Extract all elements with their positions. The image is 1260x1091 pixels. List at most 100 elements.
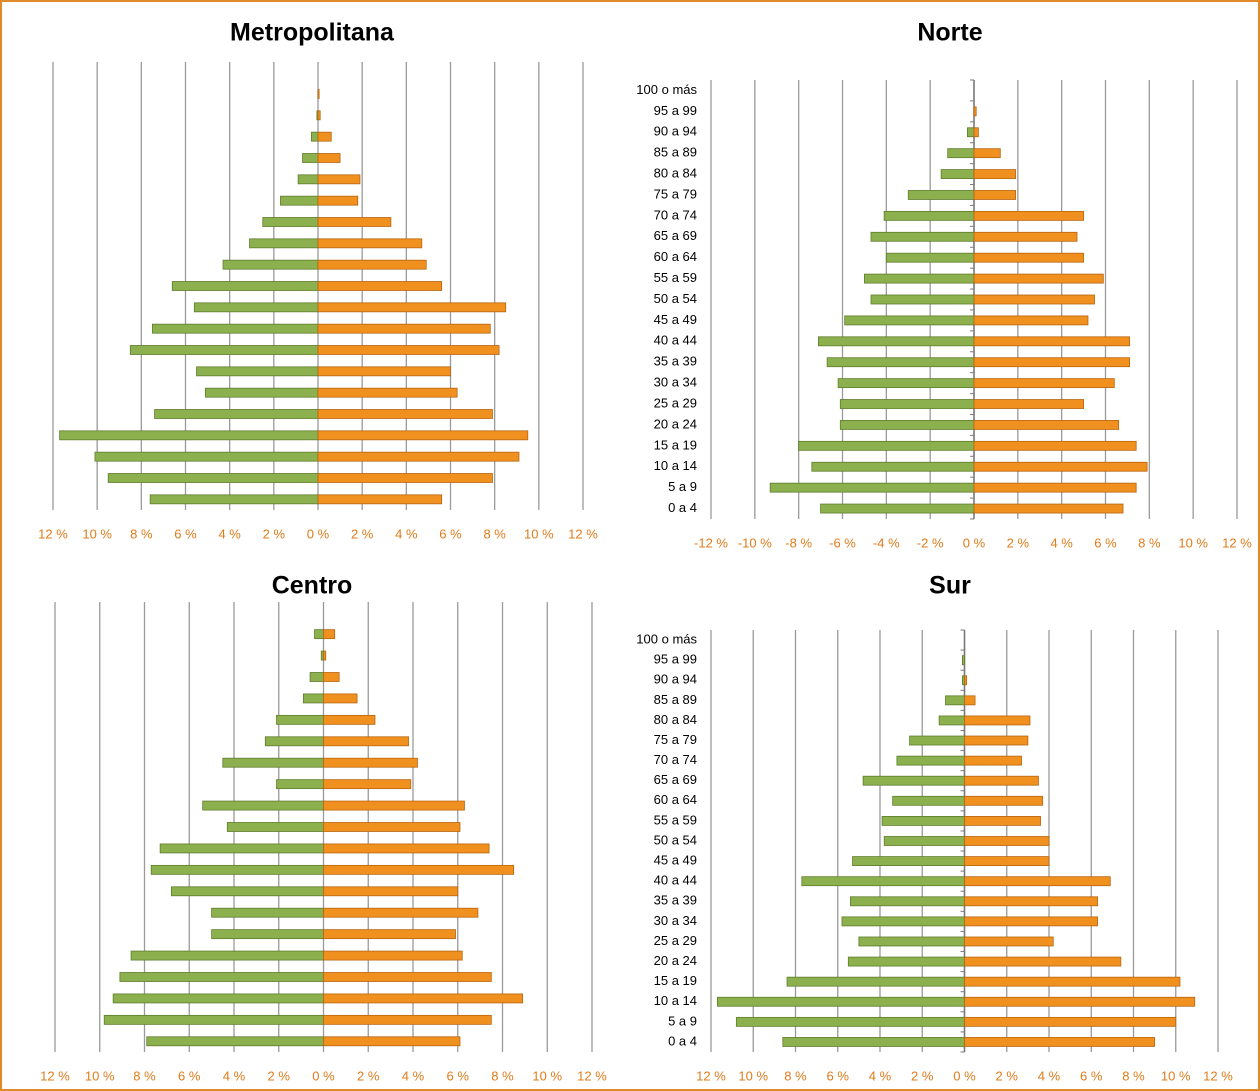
x-tick-label: -8 %: [785, 535, 812, 550]
bar: [146, 1036, 324, 1047]
bar: [317, 323, 491, 334]
x-tick-label: 6 %: [827, 1068, 850, 1083]
bar: [964, 675, 968, 686]
bar: [323, 929, 456, 940]
bar: [826, 357, 975, 368]
bar: [973, 190, 1017, 200]
bar: [323, 950, 463, 961]
bar: [276, 779, 324, 790]
bar: [735, 1016, 965, 1027]
bar: [317, 281, 443, 291]
bar: [973, 106, 977, 117]
bar: [907, 190, 975, 200]
y-tick-label: 95 a 99: [654, 652, 697, 667]
bar: [297, 174, 319, 185]
bar: [964, 976, 1181, 987]
bar: [964, 735, 1029, 746]
x-tick-label: 10 %: [85, 1068, 115, 1083]
y-tick-label: 75 a 79: [654, 186, 697, 201]
bar: [302, 153, 319, 163]
y-tick-label: 45 a 49: [654, 853, 697, 868]
bar: [964, 816, 1041, 826]
bar: [323, 1036, 461, 1047]
bar: [883, 210, 975, 221]
bar: [323, 993, 524, 1004]
x-tick-label: 12 %: [1203, 1068, 1233, 1083]
chart-title: Centro: [272, 572, 353, 600]
bar: [782, 1037, 965, 1047]
x-tick-label: 4 %: [1038, 1068, 1061, 1083]
y-tick-label: 65 a 69: [654, 772, 697, 787]
y-tick-label: 15 a 19: [654, 437, 697, 452]
bar: [323, 757, 418, 768]
bar: [964, 1016, 1177, 1027]
bar: [964, 956, 1122, 967]
x-tick-label: 6 %: [447, 1068, 470, 1083]
y-tick-label: 90 a 94: [654, 672, 697, 687]
bar: [130, 950, 324, 961]
x-tick-label: -10 %: [738, 535, 772, 550]
bar: [938, 715, 965, 726]
bar: [317, 89, 320, 99]
bar: [154, 409, 319, 419]
y-tick-label: 35 a 39: [654, 893, 697, 908]
chart-title: Metropolitana: [230, 19, 395, 47]
bar: [940, 169, 975, 179]
y-tick-label: 80 a 84: [654, 166, 697, 181]
bar: [94, 451, 319, 462]
y-tick-label: 15 a 19: [654, 973, 697, 988]
y-tick-label: 55 a 59: [654, 270, 697, 285]
chart-title: Sur: [929, 572, 971, 600]
bar: [811, 461, 975, 472]
bar: [883, 836, 965, 846]
x-tick-label: 2 %: [911, 1068, 934, 1083]
y-tick-label: 40 a 44: [654, 333, 697, 348]
y-tick-label: 0 a 4: [668, 1033, 697, 1048]
y-tick-label: 45 a 49: [654, 312, 697, 327]
bar: [947, 148, 975, 159]
bar: [964, 936, 1054, 947]
bar: [151, 323, 319, 334]
bar: [317, 259, 427, 270]
x-tick-label: 10 %: [524, 526, 554, 541]
bar: [222, 757, 324, 768]
bar: [317, 217, 392, 227]
bar: [317, 238, 423, 249]
x-tick-label: 0 %: [953, 1068, 976, 1083]
bar: [150, 864, 324, 875]
y-tick-label: 85 a 89: [654, 145, 697, 160]
x-tick-label: 6 %: [1094, 535, 1117, 550]
x-tick-label: -2 %: [917, 535, 944, 550]
y-tick-label: 0 a 4: [668, 500, 697, 515]
bar: [202, 800, 324, 811]
bar: [817, 336, 975, 347]
bar: [317, 110, 321, 121]
bar: [973, 273, 1104, 284]
bar: [841, 916, 965, 927]
y-tick-label: 100 o más: [636, 82, 697, 97]
bar: [870, 294, 975, 305]
bar: [323, 779, 412, 790]
bar: [839, 399, 975, 409]
bar: [211, 907, 324, 918]
bar: [317, 195, 359, 206]
x-tick-label: 8 %: [1122, 1068, 1145, 1083]
bar: [973, 461, 1148, 472]
bar: [858, 936, 965, 947]
x-tick-label: 12 %: [568, 526, 598, 541]
bar: [973, 420, 1120, 430]
bar: [973, 482, 1137, 493]
x-tick-label: -6 %: [829, 535, 856, 550]
x-tick-label: 10 %: [532, 1068, 562, 1083]
bar: [973, 294, 1095, 305]
y-tick-label: 100 o más: [636, 631, 697, 646]
bar: [107, 473, 319, 483]
y-tick-label: 80 a 84: [654, 712, 697, 727]
bar: [973, 210, 1084, 221]
x-tick-label: 6 %: [439, 526, 462, 541]
bar: [964, 876, 1111, 887]
x-tick-label: 2 %: [1007, 535, 1030, 550]
bar: [317, 387, 458, 398]
bar: [973, 440, 1137, 451]
x-tick-label: 6 %: [178, 1068, 201, 1083]
